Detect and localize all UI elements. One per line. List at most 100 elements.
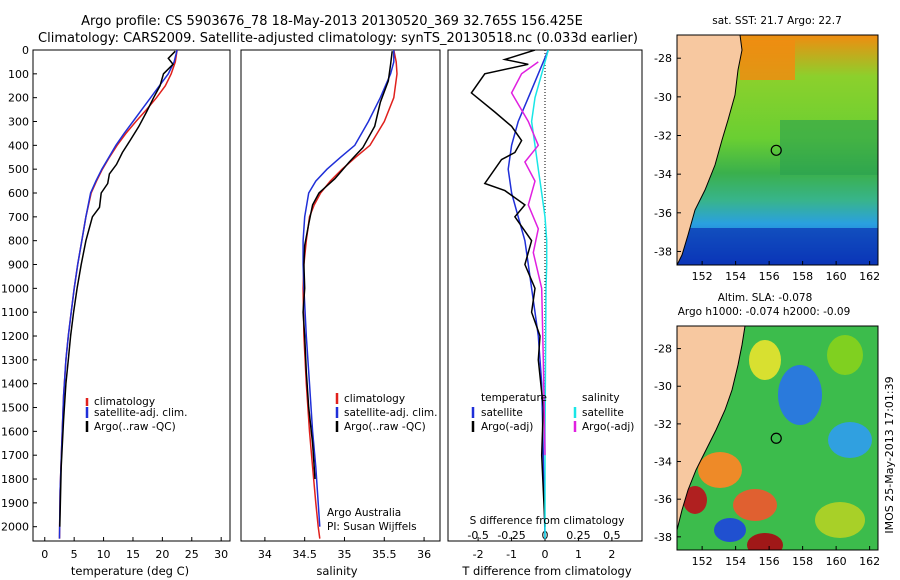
sst-map-land bbox=[677, 35, 743, 265]
x-tick-label: 25 bbox=[185, 548, 199, 561]
temperature-legend: climatology satellite-adj. clim. Argo(..… bbox=[85, 396, 187, 433]
map-y-tick-label: -34 bbox=[654, 168, 672, 181]
series-line-argo-raw-qc- bbox=[302, 51, 393, 480]
x-tick-label: 35.5 bbox=[372, 548, 397, 561]
map-y-tick-label: -34 bbox=[654, 456, 672, 469]
sla-map-title: Altim. SLA: -0.078 bbox=[718, 292, 813, 304]
x-tick-label: 34 bbox=[258, 548, 272, 561]
difference-lines bbox=[470, 50, 550, 539]
s-tick-label: -0.25 bbox=[497, 529, 525, 542]
series-line-argo-raw-qc- bbox=[59, 50, 176, 527]
depth-tick-label: 1500 bbox=[1, 402, 29, 415]
sla-patch-2 bbox=[815, 502, 865, 538]
depth-tick-label: 1100 bbox=[1, 306, 29, 319]
legend-label-s-argo: Argo(-adj) bbox=[582, 421, 634, 433]
x-tick-label: 0 bbox=[542, 548, 549, 561]
legend-label-t-argo: Argo(-adj) bbox=[481, 421, 533, 433]
series-line-salinity-satellite bbox=[530, 50, 550, 539]
depth-tick-label: 500 bbox=[8, 163, 29, 176]
depth-tick-label: 1200 bbox=[1, 330, 29, 343]
sla-map-frame bbox=[676, 325, 879, 551]
x-tick-label: 2 bbox=[608, 548, 615, 561]
map-y-tick-label: -36 bbox=[654, 493, 672, 506]
temperature-panel: 0100200300400500600700800900100011001200… bbox=[1, 44, 231, 578]
header-title-line2: Climatology: CARS2009. Satellite-adjuste… bbox=[38, 31, 638, 46]
difference-panel: -2 -1 0 1 2 -0.5 -0.25 0 0.25 0.5 temperature sa… bbox=[447, 49, 643, 578]
x-tick-label: 10 bbox=[97, 548, 111, 561]
temperature-x-ticks: 0 5 10 15 20 25 30 bbox=[41, 537, 228, 561]
sla-map-land bbox=[677, 326, 746, 531]
x-tick-label: 35 bbox=[337, 548, 351, 561]
legend-label-argo: Argo(..raw -QC) bbox=[344, 421, 426, 433]
legend-label-climatology: climatology bbox=[344, 393, 405, 405]
legend-label-t-satellite: satellite bbox=[481, 407, 523, 419]
series-line-satellite-adj-clim- bbox=[58, 50, 178, 539]
difference-x-label: T difference from climatology bbox=[461, 564, 632, 578]
sla-low-eddy-3 bbox=[714, 518, 746, 542]
salinity-lines bbox=[302, 50, 398, 539]
map-x-tick-label: 156 bbox=[759, 270, 780, 283]
x-tick-label: 34.5 bbox=[292, 548, 317, 561]
legend-label-satellite: satellite-adj. clim. bbox=[94, 407, 187, 419]
map-y-tick-label: -28 bbox=[654, 343, 672, 356]
depth-tick-label: 800 bbox=[8, 235, 29, 248]
sst-warm-patch bbox=[740, 40, 795, 80]
depth-tick-label: 1900 bbox=[1, 497, 29, 510]
x-tick-label: 30 bbox=[214, 548, 228, 561]
salinity-x-ticks: 34 34.5 35 35.5 36 bbox=[258, 537, 431, 561]
sla-low-eddy-2 bbox=[828, 422, 872, 458]
map-y-tick-label: -36 bbox=[654, 207, 672, 220]
sla-high-3 bbox=[683, 486, 707, 514]
sla-high-2 bbox=[698, 452, 742, 488]
map-x-tick-label: 158 bbox=[792, 555, 813, 568]
map-x-tick-label: 154 bbox=[725, 270, 746, 283]
depth-tick-label: 100 bbox=[8, 68, 29, 81]
sst-map-y-ticks: -28 -30 -32 -34 -36 -38 bbox=[654, 52, 681, 258]
depth-tick-label: 300 bbox=[8, 116, 29, 129]
temperature-x-label: temperature (deg C) bbox=[71, 564, 189, 578]
annotation-argo-australia: Argo Australia bbox=[327, 507, 401, 519]
annotation-pi: PI: Susan Wijffels bbox=[327, 521, 417, 533]
difference-legend: temperature satellite Argo(-adj) salinit… bbox=[471, 392, 634, 433]
sla-map-panel: Altim. SLA: -0.078 Argo h1000: -0.074 h2… bbox=[654, 292, 880, 568]
map-y-tick-label: -28 bbox=[654, 52, 672, 65]
depth-tick-label: 900 bbox=[8, 259, 29, 272]
map-x-tick-label: 158 bbox=[792, 270, 813, 283]
sla-high-4 bbox=[733, 489, 777, 521]
map-x-tick-label: 156 bbox=[759, 555, 780, 568]
legend-label-climatology: climatology bbox=[94, 396, 155, 408]
map-x-tick-label: 154 bbox=[725, 555, 746, 568]
depth-tick-label: 400 bbox=[8, 139, 29, 152]
x-tick-label: 1 bbox=[575, 548, 582, 561]
series-line-temperature-satellite bbox=[507, 50, 549, 539]
map-y-tick-label: -32 bbox=[654, 130, 672, 143]
map-y-tick-label: -32 bbox=[654, 418, 672, 431]
x-tick-label: -2 bbox=[473, 548, 484, 561]
map-x-tick-label: 152 bbox=[692, 270, 713, 283]
sla-map-y-ticks: -28 -30 -32 -34 -36 -38 bbox=[654, 343, 681, 544]
depth-tick-label: 1400 bbox=[1, 378, 29, 391]
sst-map-title: sat. SST: 21.7 Argo: 22.7 bbox=[712, 15, 842, 27]
sla-map-x-ticks: 152 154 156 158 160 162 bbox=[692, 546, 880, 568]
depth-tick-labels: 0 100 200 300 400 500 600 700 800 900 1000 1100 1200… bbox=[1, 44, 37, 534]
legend-label-s-satellite: satellite bbox=[582, 407, 624, 419]
map-y-tick-label: -30 bbox=[654, 91, 672, 104]
depth-tick-label: 1600 bbox=[1, 425, 29, 438]
sst-map-x-ticks: 152 154 156 158 160 162 bbox=[692, 261, 880, 283]
salinity-panel: 34 34.5 35 35.5 36 climatology satellite-adj… bbox=[240, 49, 441, 578]
x-tick-label: -1 bbox=[506, 548, 517, 561]
difference-s-label: S difference from climatology bbox=[470, 515, 625, 527]
x-tick-label: 20 bbox=[155, 548, 169, 561]
sst-map-panel: sat. SST: 21.7 Argo: 22.7 152 154 156 158 16… bbox=[654, 15, 880, 283]
sst-eddy-patch bbox=[780, 120, 878, 175]
s-tick-label: -0.5 bbox=[467, 529, 488, 542]
sla-high-5 bbox=[747, 533, 783, 550]
map-x-tick-label: 152 bbox=[692, 555, 713, 568]
depth-tick-label: 0 bbox=[22, 44, 29, 57]
map-y-tick-label: -30 bbox=[654, 380, 672, 393]
legend-label-argo: Argo(..raw -QC) bbox=[94, 421, 176, 433]
depth-tick-label: 2000 bbox=[1, 521, 29, 534]
difference-s-ticks: -0.5 -0.25 0 0.25 0.5 bbox=[467, 529, 620, 542]
sla-map-float-marker bbox=[770, 432, 782, 444]
